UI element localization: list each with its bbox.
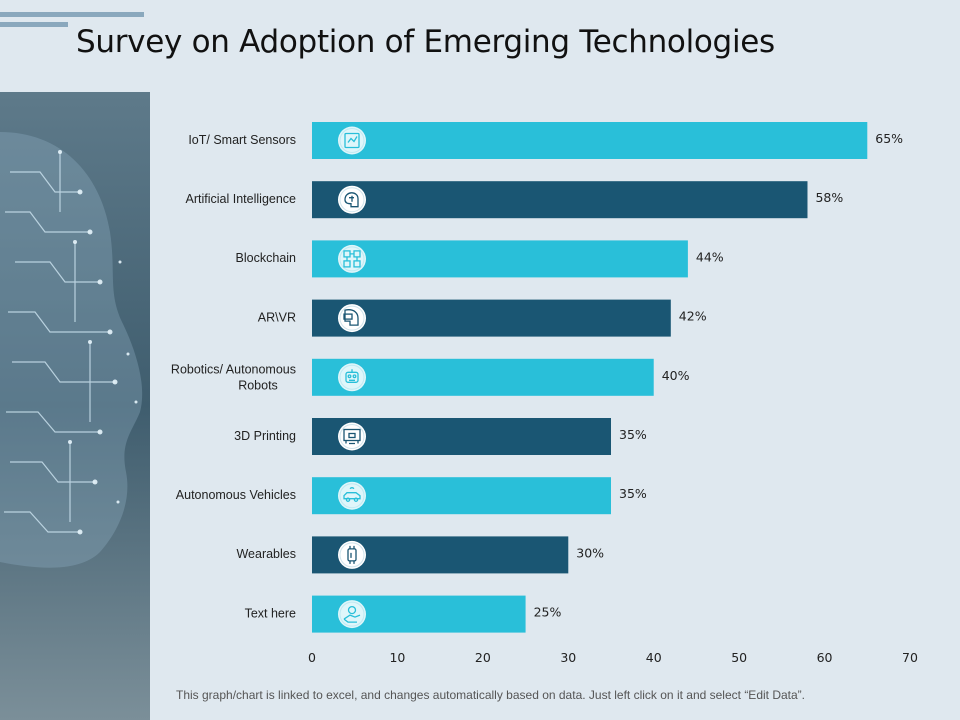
robot-icon xyxy=(338,363,366,392)
svg-text:Autonomous Vehicles: Autonomous Vehicles xyxy=(176,488,296,502)
value-label-6: 35% xyxy=(619,486,647,501)
car-icon xyxy=(338,481,366,510)
x-tick-label-2: 20 xyxy=(475,650,491,665)
value-label-1: 58% xyxy=(815,190,843,205)
svg-text:Blockchain: Blockchain xyxy=(236,251,296,265)
category-label-4: Robotics/ Autonomous Robots xyxy=(171,363,296,393)
category-label-7: Wearables xyxy=(236,547,296,561)
bar-4[interactable] xyxy=(312,358,654,396)
page-title: Survey on Adoption of Emerging Technolog… xyxy=(76,24,775,60)
x-tick-label-4: 40 xyxy=(646,650,662,665)
wearable-icon xyxy=(338,540,366,569)
svg-text:Robots: Robots xyxy=(238,379,278,393)
sensor-icon xyxy=(338,126,366,155)
bar-3[interactable] xyxy=(312,299,671,337)
value-label-8: 25% xyxy=(534,605,562,620)
x-tick-label-6: 60 xyxy=(817,650,833,665)
x-tick-label-7: 70 xyxy=(902,650,918,665)
svg-text:Robotics/ Autonomous: Robotics/ Autonomous xyxy=(171,363,296,377)
svg-text:Artificial Intelligence: Artificial Intelligence xyxy=(186,192,297,206)
brain-icon xyxy=(338,185,366,214)
svg-text:Wearables: Wearables xyxy=(236,547,296,561)
category-label-0: IoT/ Smart Sensors xyxy=(188,133,296,147)
bar-1[interactable] xyxy=(312,181,808,219)
value-label-2: 44% xyxy=(696,249,724,264)
vr-headset-icon xyxy=(338,304,366,333)
value-label-3: 42% xyxy=(679,309,707,324)
category-label-1: Artificial Intelligence xyxy=(186,192,297,206)
x-tick-label-5: 50 xyxy=(731,650,747,665)
x-tick-label-0: 0 xyxy=(308,650,316,665)
value-label-5: 35% xyxy=(619,427,647,442)
category-label-8: Text here xyxy=(245,606,296,620)
bar-2[interactable] xyxy=(312,240,688,278)
footnote: This graph/chart is linked to excel, and… xyxy=(176,688,805,702)
category-label-6: Autonomous Vehicles xyxy=(176,488,296,502)
category-label-2: Blockchain xyxy=(236,251,296,265)
svg-text:Text here: Text here xyxy=(245,606,296,620)
value-label-0: 65% xyxy=(875,131,903,146)
3d-printer-icon xyxy=(338,422,366,451)
blockchain-icon xyxy=(338,244,366,273)
bar-0[interactable] xyxy=(312,122,868,159)
category-label-3: AR\VR xyxy=(258,310,296,324)
x-tick-label-3: 30 xyxy=(560,650,576,665)
svg-text:AR\VR: AR\VR xyxy=(258,310,296,324)
value-label-4: 40% xyxy=(662,368,690,383)
circuit-head-image xyxy=(0,92,150,720)
x-tick-label-1: 10 xyxy=(389,650,405,665)
top-accent-bar xyxy=(0,12,144,17)
hand-icon xyxy=(338,600,366,629)
svg-text:IoT/ Smart Sensors: IoT/ Smart Sensors xyxy=(188,133,296,147)
value-label-7: 30% xyxy=(576,545,604,560)
category-label-5: 3D Printing xyxy=(234,429,296,443)
svg-text:3D Printing: 3D Printing xyxy=(234,429,296,443)
top-accent-bar-short xyxy=(0,22,68,27)
